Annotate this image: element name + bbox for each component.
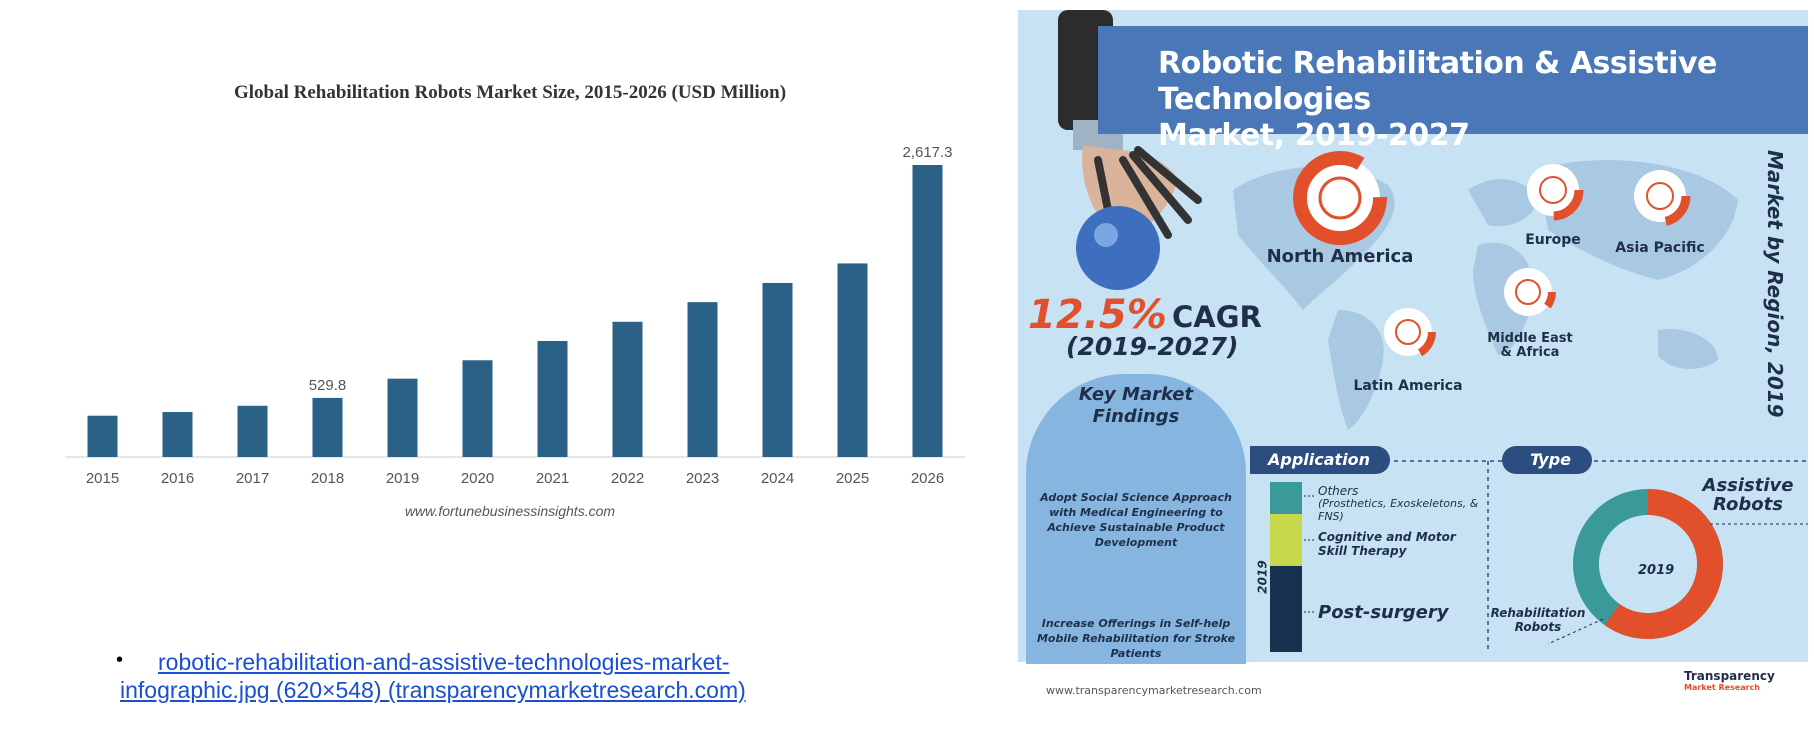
- bar-2016: [162, 412, 193, 457]
- latin-america-marker: [1380, 304, 1436, 360]
- region-label-north-america: North America: [1266, 246, 1414, 267]
- cagr-period: (2019-2027): [1066, 332, 1239, 361]
- bar-2022: [612, 321, 643, 457]
- data-label: 2,617.3: [902, 144, 952, 161]
- x-tick-label: 2017: [236, 470, 269, 487]
- application-year: 2019: [1255, 560, 1270, 594]
- bar-2018: [312, 397, 343, 457]
- bar-2023: [687, 302, 718, 457]
- type-section-title: Type: [1502, 446, 1592, 474]
- europe-marker: [1522, 159, 1584, 221]
- x-tick-label: 2025: [836, 470, 869, 487]
- infographic-source-url: www.transparencymarketresearch.com: [1046, 684, 1262, 697]
- application-stacked-bar: [1270, 482, 1314, 652]
- region-markers: [1293, 151, 1691, 360]
- application-post-surgery-label: Post-surgery: [1318, 602, 1449, 623]
- chart-source: www.fortunebusinessinsights.com: [404, 503, 616, 519]
- north-america-marker: [1293, 151, 1387, 245]
- x-tick-label: 2016: [161, 470, 194, 487]
- region-side-title: Market by Region, 2019: [1763, 150, 1787, 418]
- x-tick-label: 2021: [536, 470, 569, 487]
- x-tick-label: 2026: [911, 470, 944, 487]
- transparency-logo: Transparency Market Research: [1684, 670, 1775, 694]
- type-donut: [1547, 489, 1808, 645]
- type-assistive-label: Assistive Robots: [1702, 475, 1794, 515]
- chart-plot: 2015 2016 2017 2018 529.8 2019 2020 2021 2022 202…: [65, 144, 965, 487]
- world-map: [1058, 10, 1808, 652]
- x-tick-label: 2015: [86, 470, 119, 487]
- cagr-label: CAGR: [1172, 300, 1262, 334]
- key-findings-title: Key Market Findings: [1026, 384, 1246, 428]
- logo-subtext: Market Research: [1684, 683, 1760, 692]
- asia-pacific-marker: [1629, 165, 1691, 227]
- chart-title: Global Rehabilitation Robots Market Size…: [233, 82, 787, 103]
- type-rehab-label: Rehabilitation Robots: [1490, 606, 1586, 634]
- infographic-image: Robotic Rehabilitation & Assistive Techn…: [1018, 10, 1808, 710]
- bar-2025: [837, 263, 868, 457]
- x-tick-label: 2024: [761, 470, 794, 487]
- x-tick-label: 2022: [611, 470, 644, 487]
- application-section-title: Application: [1250, 446, 1390, 474]
- bar-2026: [912, 165, 943, 457]
- bullet: •: [116, 649, 124, 671]
- type-donut-year: 2019: [1638, 563, 1675, 578]
- bar-2024: [762, 282, 793, 457]
- region-label-asia-pacific: Asia Pacific: [1615, 240, 1705, 256]
- reference-link[interactable]: robotic-rehabilitation-and-assistive-tec…: [120, 649, 746, 703]
- logo-text: Transparency: [1684, 669, 1775, 683]
- region-label-latin-america: Latin America: [1353, 378, 1463, 394]
- data-label: 529.8: [309, 377, 347, 394]
- key-findings-panel: Key Market Findings Adopt Social Science…: [1026, 374, 1246, 664]
- bar-2017: [237, 405, 268, 457]
- bar-2021: [537, 340, 568, 457]
- infographic-title: Robotic Rehabilitation & Assistive Techn…: [1098, 26, 1808, 153]
- bar-2015: [87, 415, 118, 457]
- application-others-label: Others: [1318, 484, 1359, 498]
- infographic-title-line2: Market, 2019-2027: [1158, 118, 1470, 153]
- application-others-detail: (Prosthetics, Exoskeletons, & FNS): [1318, 497, 1479, 523]
- finding-item-2: Increase Offerings in Self-help Mobile R…: [1036, 617, 1236, 660]
- x-tick-label: 2019: [386, 470, 419, 487]
- finding-item-1: Adopt Social Science Approach with Medic…: [1040, 491, 1232, 549]
- cagr-value: 12.5%: [1028, 292, 1167, 338]
- region-label-europe: Europe: [1525, 232, 1581, 248]
- region-label-middle-east: Middle East & Africa: [1487, 331, 1573, 360]
- infographic-title-line1: Robotic Rehabilitation & Assistive Techn…: [1158, 46, 1717, 117]
- middle-east-marker: [1500, 264, 1556, 320]
- x-tick-label: 2018: [311, 470, 344, 487]
- x-tick-label: 2023: [686, 470, 719, 487]
- bar-2020: [462, 360, 493, 457]
- bar-chart: Global Rehabilitation Robots Market Size…: [0, 0, 1000, 560]
- application-cognitive-label: Cognitive and Motor Skill Therapy: [1318, 530, 1456, 558]
- key-findings-title-text: Key Market Findings: [1078, 384, 1194, 427]
- x-tick-label: 2020: [461, 470, 494, 487]
- bar-2019: [387, 378, 418, 457]
